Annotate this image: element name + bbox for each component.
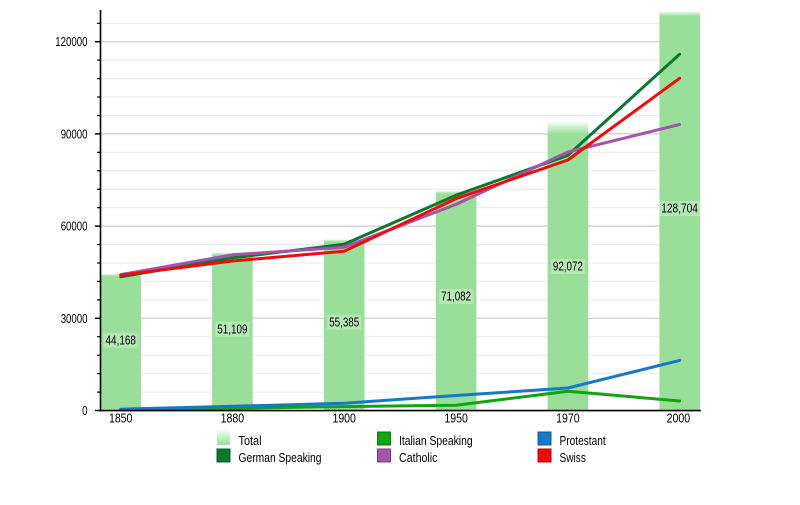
- svg-text:1900: 1900: [332, 412, 356, 426]
- svg-text:2000: 2000: [667, 412, 691, 426]
- svg-text:55,385: 55,385: [329, 315, 359, 329]
- svg-text:44,168: 44,168: [106, 333, 136, 347]
- svg-text:128,704: 128,704: [661, 202, 698, 216]
- svg-text:71,082: 71,082: [441, 290, 471, 304]
- svg-text:0: 0: [82, 404, 87, 418]
- svg-text:Swiss: Swiss: [560, 451, 586, 465]
- svg-text:1950: 1950: [444, 412, 468, 426]
- svg-text:60000: 60000: [61, 220, 88, 234]
- svg-text:90000: 90000: [61, 127, 88, 141]
- svg-text:German Speaking: German Speaking: [239, 451, 322, 465]
- svg-text:Italian Speaking: Italian Speaking: [399, 434, 473, 448]
- svg-text:Protestant: Protestant: [560, 434, 607, 448]
- svg-text:1880: 1880: [221, 412, 245, 426]
- svg-text:92,072: 92,072: [553, 260, 583, 274]
- svg-text:Total: Total: [239, 434, 262, 448]
- svg-text:1850: 1850: [109, 412, 133, 426]
- svg-text:120000: 120000: [55, 35, 87, 49]
- svg-text:Catholic: Catholic: [399, 451, 438, 465]
- svg-text:1970: 1970: [556, 412, 580, 426]
- svg-text:51,109: 51,109: [217, 322, 247, 336]
- svg-text:30000: 30000: [61, 312, 88, 326]
